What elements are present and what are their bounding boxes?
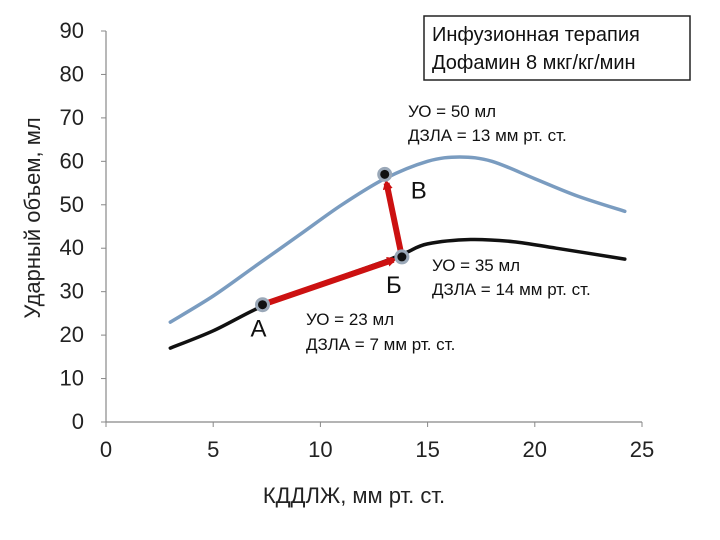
annotation-v-line-1: УО = 50 мл bbox=[408, 102, 496, 121]
x-tick-label: 25 bbox=[630, 437, 654, 462]
annotation-b-line-2: ДЗЛА = 14 мм рт. ст. bbox=[432, 280, 591, 299]
annotation-a-line-1: УО = 23 мл bbox=[306, 310, 394, 329]
point-label: Б bbox=[386, 272, 402, 299]
legend-box bbox=[423, 15, 691, 81]
y-tick-label: 20 bbox=[60, 322, 84, 347]
arrow-a-to-b bbox=[261, 256, 398, 308]
annotation-v-line-2: ДЗЛА = 13 мм рт. ст. bbox=[408, 126, 567, 145]
y-tick-label: 90 bbox=[60, 18, 84, 43]
series-line-upper bbox=[168, 155, 627, 324]
y-tick-label: 40 bbox=[60, 235, 84, 260]
x-axis-title: КДДЛЖ, мм рт. ст. bbox=[263, 483, 445, 508]
x-tick-label: 10 bbox=[308, 437, 332, 462]
x-tick-label: 20 bbox=[523, 437, 547, 462]
annotation-a-line-2: ДЗЛА = 7 мм рт. ст. bbox=[306, 335, 455, 354]
data-point bbox=[255, 297, 271, 313]
annotation-b-top: УО = 50 мл ДЗЛА = 13 мм рт. ст. bbox=[408, 102, 567, 145]
y-tick-label: 0 bbox=[72, 409, 84, 434]
annotation-a: УО = 23 мл ДЗЛА = 7 мм рт. ст. bbox=[306, 310, 455, 354]
x-tick-label: 5 bbox=[207, 437, 219, 462]
x-tick-label: 15 bbox=[415, 437, 439, 462]
arrow-b-to-v bbox=[382, 179, 405, 258]
legend: Инфузионная терапия Дофамин 8 мкг/кг/мин bbox=[423, 15, 691, 81]
y-tick-label: 70 bbox=[60, 105, 84, 130]
y-tick-label: 80 bbox=[60, 61, 84, 86]
y-tick-label: 50 bbox=[60, 192, 84, 217]
y-tick-label: 10 bbox=[60, 366, 84, 391]
y-tick-label: 60 bbox=[60, 148, 84, 173]
data-point bbox=[377, 166, 393, 182]
point-label: В bbox=[411, 177, 427, 204]
x-tick-label: 0 bbox=[100, 437, 112, 462]
data-point bbox=[394, 249, 410, 265]
legend-line-1: Инфузионная терапия bbox=[432, 24, 640, 46]
legend-line-2: Дофамин 8 мкг/кг/мин bbox=[432, 52, 636, 74]
point-label: А bbox=[251, 316, 267, 343]
y-axis-title: Ударный объем, мл bbox=[20, 117, 45, 318]
y-tick-label: 30 bbox=[60, 279, 84, 304]
annotation-b-mid: УО = 35 мл ДЗЛА = 14 мм рт. ст. bbox=[432, 256, 591, 299]
annotation-b-line-1: УО = 35 мл bbox=[432, 256, 520, 275]
